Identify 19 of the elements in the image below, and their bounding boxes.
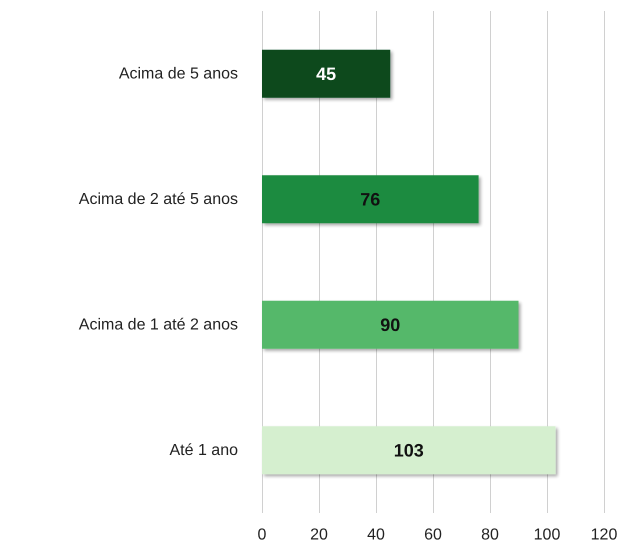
data-label: 103 <box>394 440 424 460</box>
bar <box>262 426 556 474</box>
x-tick-label: 100 <box>534 526 560 544</box>
x-tick-label: 120 <box>590 526 618 544</box>
x-tick-label: 20 <box>310 526 328 544</box>
y-tick-label: Acima de 1 até 2 anos <box>78 316 238 334</box>
data-label: 76 <box>360 189 380 210</box>
bar <box>262 175 479 224</box>
data-label: 45 <box>316 64 336 84</box>
data-label: 90 <box>380 314 400 335</box>
bar <box>262 300 518 349</box>
bar <box>262 50 390 98</box>
y-tick-label: Acima de 2 até 5 anos <box>78 190 238 208</box>
x-tick-label: 0 <box>258 526 267 544</box>
y-tick-label: Acima de 5 anos <box>118 65 238 82</box>
x-tick-label: 40 <box>367 526 385 544</box>
x-tick-label: 80 <box>481 526 499 544</box>
x-tick-label: 60 <box>424 526 442 544</box>
y-tick-label: Até 1 ano <box>170 442 238 459</box>
